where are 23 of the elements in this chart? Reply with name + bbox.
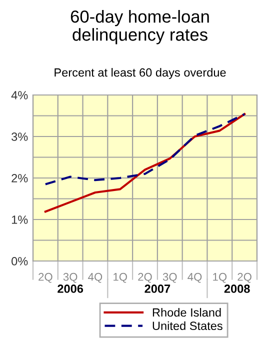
text: 2008 xyxy=(224,284,250,293)
y-tick-label: 0% xyxy=(12,257,28,266)
text: 2007 xyxy=(144,284,170,293)
x-tick-label: 3Q xyxy=(162,272,177,283)
y-tick-label: 4% xyxy=(11,91,28,100)
x-tick-label: 3Q xyxy=(63,272,78,283)
legend-label: United States xyxy=(152,321,222,330)
x-tick-label: 4Q xyxy=(188,272,202,283)
x-tick-label: 2Q xyxy=(238,272,252,283)
x-tick-label: 1Q xyxy=(213,272,227,283)
y-tick-label: 3% xyxy=(12,132,28,141)
x-tick-label: 2Q xyxy=(38,272,52,283)
line-series xyxy=(44,113,246,213)
chart-title: 60-day home-loan delinquency rates xyxy=(70,10,209,44)
legend-label: Rhode Island xyxy=(152,308,221,317)
y-tick-label: 2% xyxy=(12,174,28,182)
line-series xyxy=(44,113,246,186)
x-tick-label: 1Q xyxy=(114,272,127,283)
chart-subtitle: Percent at least 60 days overdue xyxy=(54,68,226,80)
text: 2006 xyxy=(58,284,84,293)
x-tick-label: 2Q xyxy=(138,272,152,283)
x-tick-label: 4Q xyxy=(88,272,102,283)
y-tick-label: 1% xyxy=(12,216,28,224)
